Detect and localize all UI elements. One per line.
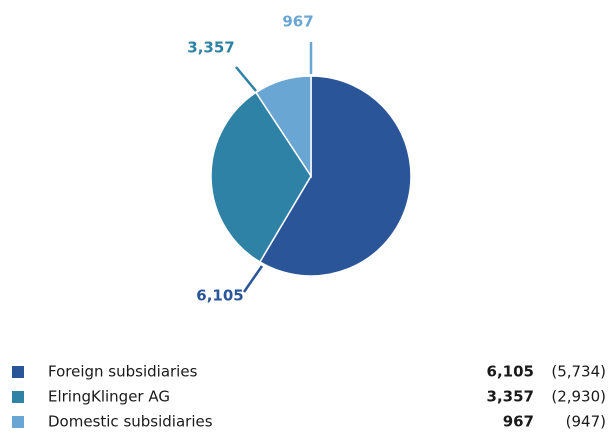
pie-slice [254,75,312,179]
legend-swatch [12,391,24,403]
data-label: 3,357 [187,39,234,57]
legend-value: 967 [503,413,534,431]
legend-value: 3,357 [487,388,534,406]
legend-swatch [12,366,24,378]
legend-previous: (5,734) [551,363,606,381]
legend-label: Foreign subsidiaries [48,363,198,381]
leader-line [242,265,264,293]
pie-slice [210,91,312,263]
legend-previous: (947) [566,413,606,431]
legend-label: Domestic subsidiaries [48,413,213,431]
legend-swatch [12,416,24,428]
pie-slice [258,75,412,277]
legend-label: ElringKlinger AG [48,388,170,406]
legend-previous: (2,930) [551,388,606,406]
legend-value: 6,105 [487,363,534,381]
data-label: 967 [282,13,313,31]
data-label: 6,105 [196,287,243,305]
leader-line [235,66,257,92]
